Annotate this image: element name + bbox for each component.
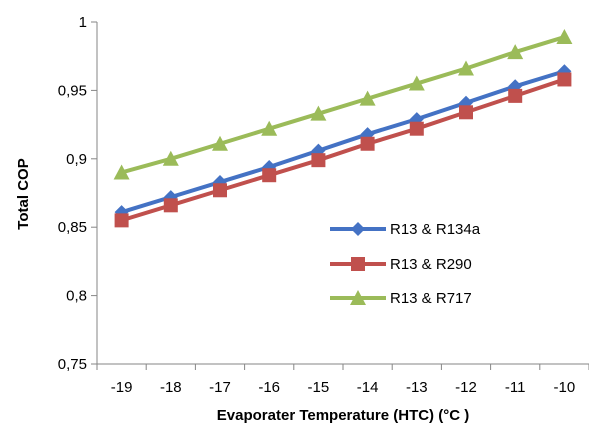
legend: R13 & R134a R13 & R290 R13 & R717 bbox=[330, 221, 481, 307]
legend-item: R13 & R717 bbox=[330, 290, 472, 307]
data-point bbox=[408, 75, 425, 91]
data-point bbox=[459, 105, 473, 120]
data-point bbox=[409, 121, 424, 136]
data-point bbox=[163, 198, 178, 213]
data-point bbox=[262, 168, 277, 183]
data-point bbox=[557, 72, 572, 87]
x-tick-label: -17 bbox=[209, 379, 231, 396]
series-layer bbox=[113, 29, 573, 228]
legend-label: R13 & R717 bbox=[390, 290, 472, 307]
data-point bbox=[507, 44, 524, 60]
series-1 bbox=[114, 72, 572, 228]
y-axis-ticks: 0,75 0,8 0,85 0,9 0,95 1 bbox=[58, 14, 97, 373]
data-point bbox=[556, 29, 573, 45]
data-point bbox=[212, 135, 228, 151]
y-tick-label: 0,95 bbox=[58, 82, 87, 99]
data-point bbox=[311, 153, 326, 168]
data-point bbox=[458, 60, 474, 76]
x-tick-label: -14 bbox=[357, 379, 379, 396]
series-line bbox=[121, 77, 566, 223]
data-point bbox=[310, 105, 327, 121]
x-axis-ticks: -19 -18 -17 -16 -15 -14 -13 -12 -11 -10 bbox=[96, 364, 589, 396]
y-tick-label: 1 bbox=[79, 14, 87, 31]
data-point bbox=[162, 150, 179, 166]
data-point bbox=[113, 164, 130, 180]
series-2 bbox=[113, 29, 573, 180]
x-tick-label: -19 bbox=[111, 379, 133, 396]
y-tick-label: 0,75 bbox=[58, 356, 87, 373]
x-tick-label: -18 bbox=[160, 379, 182, 396]
y-tick-label: 0,85 bbox=[58, 219, 87, 236]
legend-swatch-marker bbox=[351, 257, 365, 271]
x-axis-title: Evaporater Temperature (HTC) (°C ) bbox=[217, 407, 469, 424]
y-tick-label: 0,9 bbox=[66, 151, 87, 168]
data-point bbox=[360, 136, 375, 151]
legend-swatch-marker bbox=[350, 290, 366, 305]
data-point bbox=[114, 213, 129, 228]
x-tick-label: -16 bbox=[258, 379, 280, 396]
data-point bbox=[508, 88, 523, 103]
legend-label: R13 & R290 bbox=[390, 256, 472, 273]
x-tick-label: -11 bbox=[505, 379, 526, 396]
series-0 bbox=[114, 64, 572, 220]
y-axis-title: Total COP bbox=[15, 158, 32, 229]
legend-swatch-marker bbox=[351, 222, 365, 236]
legend-item: R13 & R134a bbox=[330, 221, 481, 238]
series-line bbox=[121, 35, 565, 175]
y-tick-label: 0,8 bbox=[66, 288, 87, 305]
legend-label: R13 & R134a bbox=[390, 221, 481, 238]
x-tick-label: -13 bbox=[406, 379, 428, 396]
series-line bbox=[121, 69, 565, 215]
data-point bbox=[213, 183, 227, 198]
data-point bbox=[261, 120, 278, 136]
x-tick-label: -12 bbox=[455, 379, 477, 396]
data-point bbox=[359, 90, 376, 106]
legend-item: R13 & R290 bbox=[330, 256, 472, 273]
x-tick-label: -10 bbox=[554, 379, 576, 396]
x-tick-label: -15 bbox=[308, 379, 330, 396]
